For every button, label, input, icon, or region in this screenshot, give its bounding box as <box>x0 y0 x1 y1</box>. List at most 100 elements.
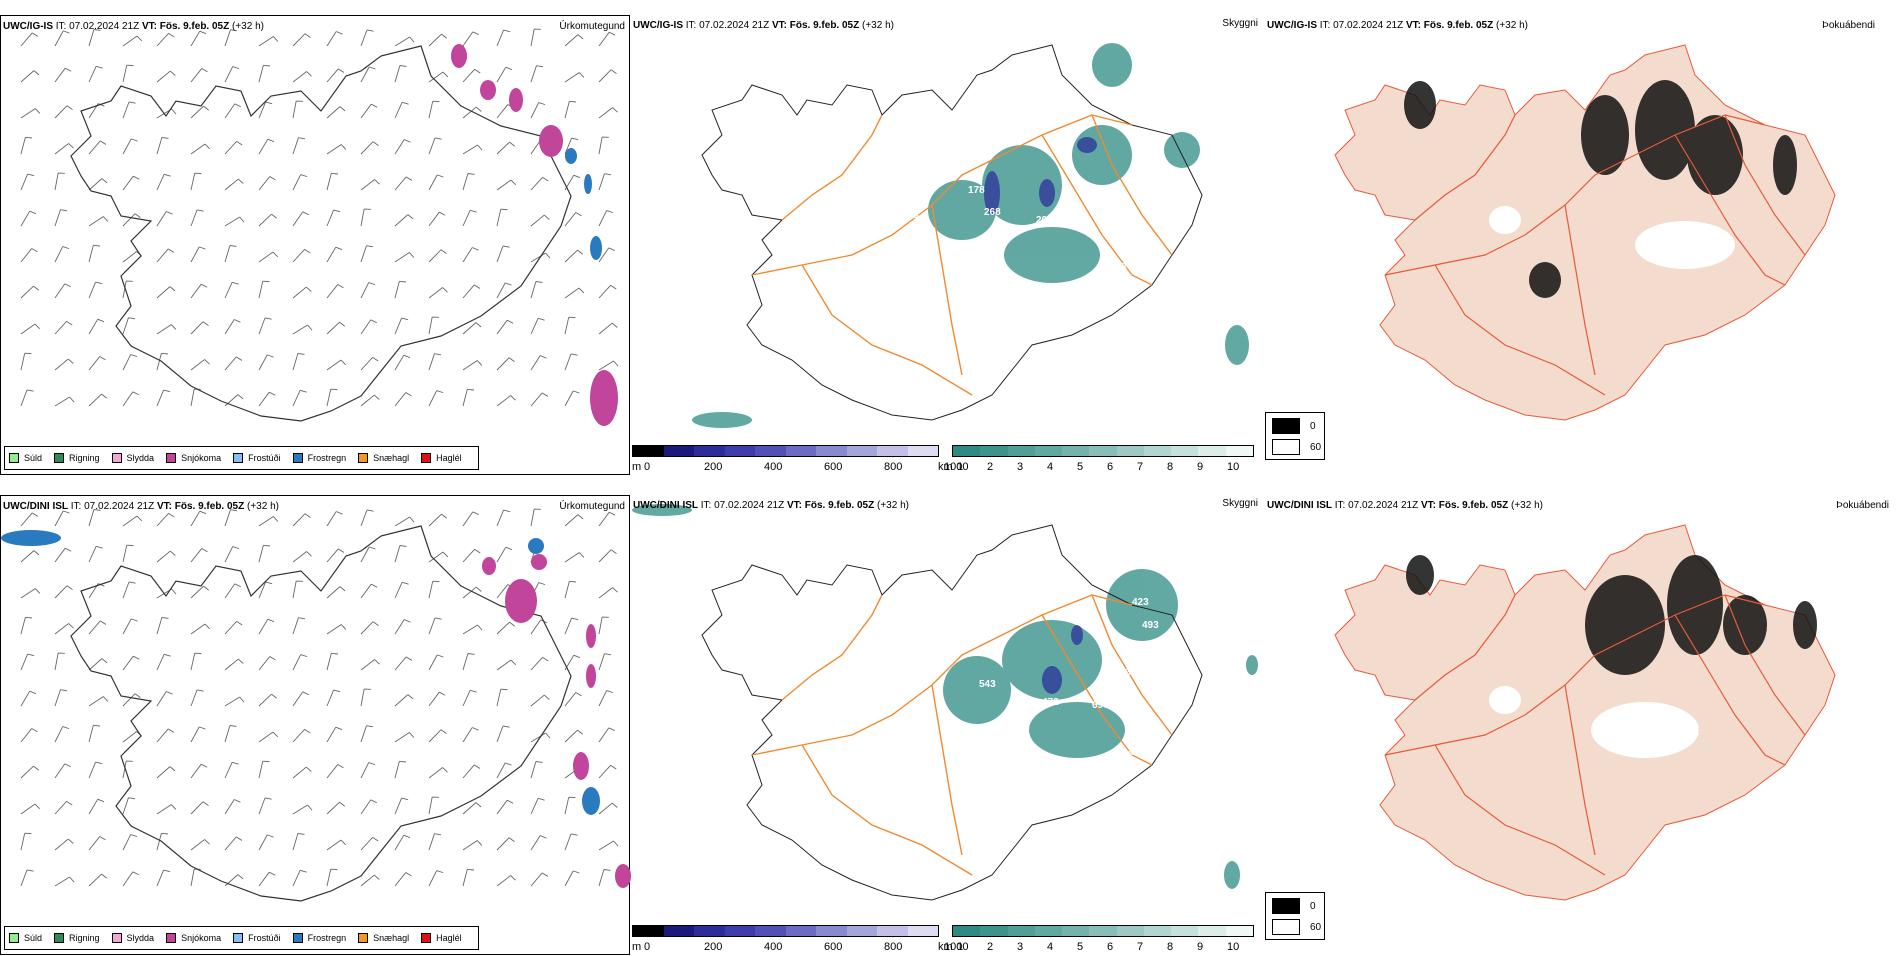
wind-barb <box>462 209 477 227</box>
legend-swatch <box>233 453 244 463</box>
visibility-tick: 10 <box>1227 461 1240 473</box>
wind-barb <box>122 871 139 887</box>
wind-barb <box>394 36 415 47</box>
panel-variable-label: Skyggni <box>1222 498 1258 509</box>
wind-barb <box>190 388 201 407</box>
wind-barb <box>598 31 616 47</box>
wind-barb <box>122 693 141 707</box>
legend-item: Súld <box>9 453 42 463</box>
wind-barb <box>496 245 510 263</box>
wind-barb <box>88 318 105 335</box>
wind-barb <box>258 213 278 227</box>
wind-barb <box>496 66 513 83</box>
wind-barb <box>496 762 512 779</box>
wind-barb <box>462 624 483 635</box>
wind-barb <box>326 321 346 335</box>
wind-barb <box>54 209 68 227</box>
cloud-base-value: 625 <box>1052 287 1069 298</box>
wind-barb <box>20 803 41 815</box>
wind-barb <box>292 691 309 707</box>
legend-swatch <box>292 453 303 463</box>
wind-barb <box>530 761 543 779</box>
wind-barb <box>530 317 545 335</box>
wind-barb <box>54 143 74 155</box>
colorbars: m 0 200 400 600 800 1000 km 1 2 3 4 5 6 7 8 9 10 <box>632 925 1262 955</box>
wind-barb <box>496 509 511 527</box>
wind-barb <box>530 102 546 119</box>
wind-barb <box>54 396 75 407</box>
wind-barb <box>530 872 549 887</box>
wind-barb <box>428 353 442 371</box>
wind-barb <box>20 32 39 47</box>
cloud-base-values: 583 178 268 206 333 690 625 <box>902 185 1127 298</box>
wind-barb <box>88 216 109 227</box>
wind-barb <box>462 106 482 119</box>
visibility-tick: 10 <box>1227 941 1240 953</box>
precip-type-panel-row1: UWC/IG-IS IT: 07.02.2024 21Z VT: Fös. 9.… <box>0 15 630 475</box>
wind-barb <box>564 729 584 743</box>
legend-swatch <box>233 933 244 943</box>
wind-barb <box>292 804 313 815</box>
wind-barb <box>564 796 576 815</box>
wind-barb <box>598 653 612 671</box>
fog-map <box>1334 524 1836 901</box>
wind-barb <box>122 101 136 119</box>
wind-barb <box>292 248 311 263</box>
fog-panel-row1: Þokuábendi UWC/IG-IS IT: 07.02.2024 21Z … <box>1265 15 1895 475</box>
wind-barb <box>54 763 71 779</box>
wind-barb <box>462 173 475 191</box>
wind-barb <box>564 552 585 563</box>
visibility-tick: 4 <box>1047 941 1054 953</box>
cloud-base-panel-row1: 583 178 268 206 333 690 625 Skyggni m 0 200 400 60… <box>632 15 1262 475</box>
wind-barb <box>496 546 513 563</box>
wind-barb <box>360 725 374 743</box>
wind-barb <box>156 389 171 407</box>
visibility-tick: 7 <box>1137 941 1144 953</box>
wind-barb <box>598 360 619 371</box>
height-tick: 800 <box>884 941 903 953</box>
wind-barb <box>530 835 547 851</box>
wind-barb <box>20 512 39 527</box>
wind-barb <box>258 693 278 707</box>
wind-barb <box>598 322 618 335</box>
wind-barb <box>564 692 582 707</box>
wind-barb <box>564 353 578 371</box>
wind-barb <box>326 689 341 707</box>
panel-title: UWC/DINI ISL IT: 07.02.2024 21Z VT: Fös.… <box>633 500 909 511</box>
height-tick: 600 <box>824 941 843 953</box>
legend-item: Frostúði <box>233 933 281 943</box>
wind-barb <box>224 836 243 851</box>
legend-item: Frostúði <box>233 453 281 463</box>
wind-barb <box>564 617 579 635</box>
wind-barb <box>88 509 101 527</box>
wind-barb <box>156 728 175 743</box>
wind-barb <box>530 355 547 371</box>
wind-barb <box>292 286 312 299</box>
wind-barb <box>530 176 549 191</box>
wind-barb <box>394 545 407 563</box>
wind-barb <box>224 66 240 83</box>
visibility-tick: 3 <box>1017 461 1024 473</box>
wind-barb <box>598 247 615 263</box>
wind-barb <box>258 64 271 83</box>
precip-legend: Súld Rigning Slydda Snjókoma Frostúði Frostre… <box>4 926 479 950</box>
precip-type-panel-row2: UWC/DINI ISL IT: 07.02.2024 21Z VT: Fös.… <box>0 495 631 955</box>
wind-barb <box>54 67 72 83</box>
wind-barb <box>326 172 339 191</box>
visibility-tick: 6 <box>1107 941 1114 953</box>
wind-barb <box>360 836 379 851</box>
wind-barb <box>292 654 308 671</box>
cloud-base-value: 206 <box>1036 215 1053 226</box>
wind-barb <box>530 508 541 527</box>
wind-barb <box>326 68 345 83</box>
legend-item: Snjókoma <box>166 453 221 463</box>
wind-barb <box>122 175 140 191</box>
wind-barb <box>224 356 243 371</box>
cloud-base-values: 423 493 543 538 472 690 833 733 491 <box>979 597 1159 783</box>
height-tick: 400 <box>764 461 783 473</box>
wind-barb <box>564 390 580 407</box>
wind-barb <box>122 138 138 155</box>
fog-map <box>1334 44 1836 421</box>
low-visibility-areas <box>632 504 1258 889</box>
wind-barb <box>326 586 346 599</box>
